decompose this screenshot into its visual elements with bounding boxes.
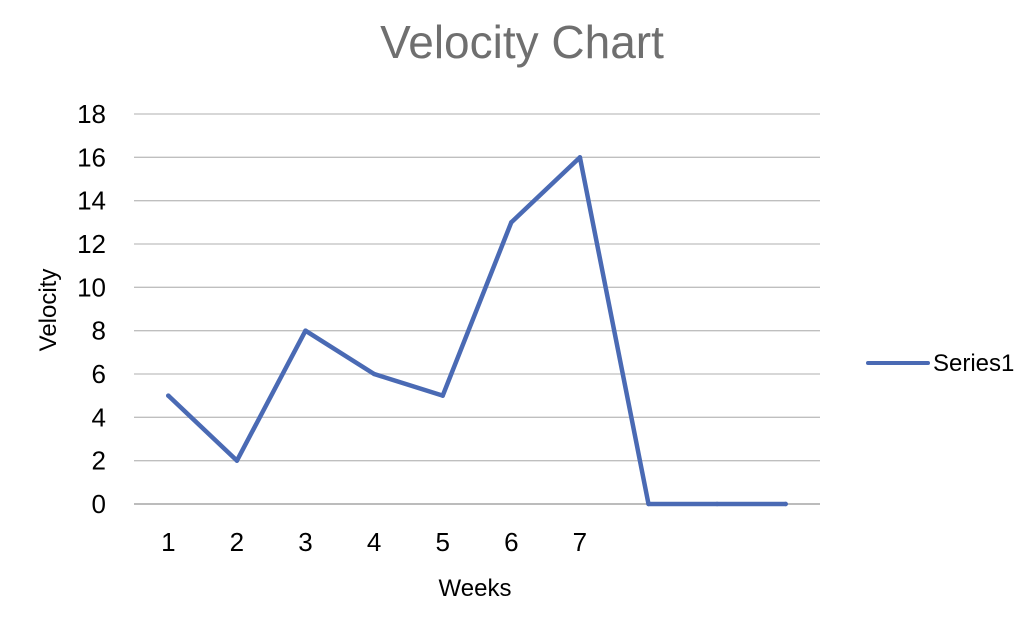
data-point — [303, 328, 308, 333]
y-tick-label: 6 — [92, 359, 106, 389]
gridlines — [134, 113, 820, 505]
y-tick-label: 0 — [92, 489, 106, 519]
y-tick-label: 4 — [92, 402, 106, 432]
x-tick-label: 6 — [504, 527, 518, 557]
data-point — [371, 371, 377, 377]
y-axis-ticks: 0 2 4 6 8 10 12 14 16 18 — [77, 99, 106, 519]
y-tick-label: 12 — [77, 229, 106, 259]
x-tick-label: 1 — [161, 527, 175, 557]
y-tick-label: 10 — [77, 272, 106, 302]
chart-title: Velocity Chart — [380, 16, 664, 68]
data-point — [166, 393, 171, 398]
x-tick-label: 2 — [230, 527, 244, 557]
data-point — [783, 501, 788, 507]
y-tick-label: 16 — [77, 142, 106, 172]
y-axis-title: Velocity — [35, 269, 62, 352]
x-tick-label: 3 — [298, 527, 312, 557]
y-tick-label: 2 — [92, 446, 106, 476]
data-point — [440, 393, 445, 398]
legend-label-series1: Series1 — [933, 350, 1014, 377]
data-point — [577, 155, 583, 160]
y-tick-label: 8 — [92, 316, 106, 346]
x-tick-label: 5 — [435, 527, 449, 557]
x-tick-label: 4 — [367, 527, 381, 557]
data-point — [646, 501, 651, 507]
data-point — [714, 501, 720, 507]
x-tick-label: 7 — [573, 527, 587, 557]
series-line-1 — [166, 155, 788, 507]
y-tick-label: 14 — [77, 186, 106, 216]
legend: Series1 — [866, 350, 1014, 377]
data-point — [234, 458, 240, 463]
x-axis-ticks: 1 2 3 4 5 6 7 — [161, 527, 587, 557]
data-point — [509, 220, 514, 225]
y-tick-label: 18 — [77, 99, 106, 129]
series-layer — [166, 155, 788, 507]
x-axis-title: Weeks — [439, 575, 512, 602]
